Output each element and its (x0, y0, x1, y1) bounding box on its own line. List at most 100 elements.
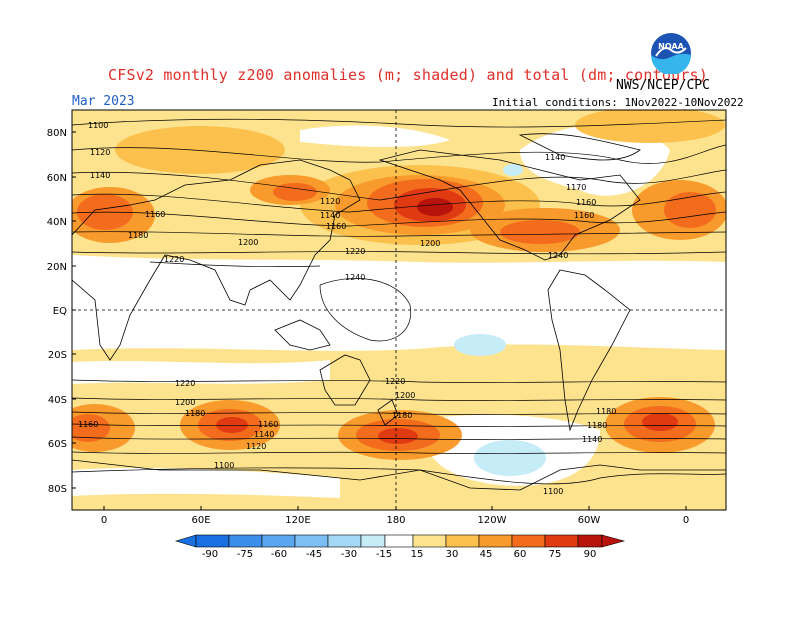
colorbar-cell (577, 534, 603, 548)
axis-ticks (72, 131, 687, 510)
contour-label: 1200 (395, 391, 415, 400)
contour-label: 1140 (90, 171, 110, 180)
positive-anomaly-asia (250, 175, 330, 205)
lat-label: 40N (47, 217, 67, 228)
contour-label: 1160 (258, 420, 278, 429)
contour-label: 1160 (576, 198, 596, 207)
colorbar-cell (445, 534, 480, 548)
contour-label: 1180 (185, 409, 205, 418)
contour-label: 1180 (392, 411, 412, 420)
colorbar-cell (511, 534, 546, 548)
contour-label: 1220 (164, 255, 184, 264)
colorbar-tick-label: -45 (306, 549, 322, 560)
positive-anomaly-north-pacific (300, 165, 540, 245)
contour-label: 1120 (246, 442, 266, 451)
positive-anomaly-south-atlantic (605, 397, 715, 453)
colorbar-cell (195, 534, 230, 548)
height-contours (72, 118, 726, 485)
contour-label: 1220 (345, 247, 365, 256)
contour-labels: 1100 1120 1140 1160 1180 1200 1220 1240 … (78, 121, 616, 496)
contour-label: 1220 (175, 379, 195, 388)
contour-label: 1100 (543, 487, 563, 496)
organization-label: NWS/NCEP/CPC (616, 78, 710, 93)
contour-label: 1180 (128, 231, 148, 240)
colorbar-cell (360, 534, 386, 548)
lon-label: 120W (478, 515, 507, 526)
positive-anomaly-south-indian (180, 400, 280, 450)
lon-label: 60E (191, 515, 210, 526)
colorbar-arrow-left (174, 534, 197, 548)
contour-label: 1180 (596, 407, 616, 416)
lat-label: 60N (47, 173, 67, 184)
contour-label: 1160 (326, 222, 346, 231)
contour-label: 1200 (175, 398, 195, 407)
initial-conditions-label: Initial conditions: 1Nov2022-10Nov2022 (492, 96, 744, 109)
positive-anomaly-arctic (115, 110, 725, 174)
colorbar-tick-label: 75 (549, 549, 562, 560)
colorbar-tick-label: -15 (376, 549, 392, 560)
contour-label: 1200 (420, 239, 440, 248)
colorbar-cell (228, 534, 263, 548)
contour-label: 1160 (145, 210, 165, 219)
lon-label: 60W (578, 515, 601, 526)
lat-label: 20S (48, 350, 67, 361)
neutral-regions (72, 125, 726, 498)
lon-label: 0 (683, 515, 689, 526)
contour-label: 1240 (548, 251, 568, 260)
contour-label: 1100 (88, 121, 108, 130)
lon-label: 180 (386, 515, 405, 526)
colorbar-tick-label: -90 (202, 549, 218, 560)
negative-anomaly-pacific (454, 334, 506, 356)
contour-label: 1140 (254, 430, 274, 439)
contour-label: 1180 (587, 421, 607, 430)
colorbar-tick-label: -60 (271, 549, 287, 560)
negative-anomaly-northpole (503, 164, 523, 176)
contour-label: 1160 (78, 420, 98, 429)
lat-label: 80N (47, 128, 67, 139)
lon-label: 0 (101, 515, 107, 526)
noaa-logo-icon: NOAA (651, 33, 691, 74)
contour-label: 1100 (214, 461, 234, 470)
colorbar-tick-label: 60 (514, 549, 527, 560)
colorbar-tick-label: 90 (584, 549, 597, 560)
contour-label: 1170 (566, 183, 586, 192)
colorbar-cell (384, 534, 414, 548)
colorbar-tick-label: 15 (411, 549, 424, 560)
positive-anomaly-south-africa (72, 404, 135, 452)
contour-label: 1140 (582, 435, 602, 444)
coastlines (72, 133, 726, 491)
colorbar-cell (478, 534, 513, 548)
colorbar-cell (261, 534, 296, 548)
colorbar-cell (294, 534, 329, 548)
contour-label: 1200 (238, 238, 258, 247)
forecast-month-label: Mar 2023 (72, 94, 135, 109)
contour-label: 1220 (385, 377, 405, 386)
contour-label: 1120 (90, 148, 110, 157)
colorbar-tick-label: -75 (237, 549, 253, 560)
contour-label: 1240 (345, 273, 365, 282)
positive-anomaly-atlantic (632, 180, 726, 240)
contour-label: 1140 (545, 153, 565, 162)
lon-label: 120E (285, 515, 310, 526)
colorbar-cell (327, 534, 362, 548)
colorbar-tick-label: 45 (480, 549, 493, 560)
negative-anomaly-southern (474, 440, 546, 476)
chart-title: CFSv2 monthly z200 anomalies (m; shaded)… (108, 66, 708, 84)
colorbar-cell (412, 534, 447, 548)
colorbar-arrow-right (601, 534, 626, 548)
svg-text:NOAA: NOAA (658, 42, 684, 51)
colorbar-tick-label: 30 (446, 549, 459, 560)
contour-label: 1120 (320, 197, 340, 206)
lat-label: 20N (47, 262, 67, 273)
lat-label: 60S (48, 439, 67, 450)
contour-label: 1140 (320, 211, 340, 220)
colorbar-cell (544, 534, 579, 548)
colorbar: -90 -75 -60 -45 -30 -15 15 30 45 60 75 9… (174, 534, 626, 560)
lat-label: 40S (48, 395, 67, 406)
positive-anomaly-south-pacific (338, 410, 462, 460)
lat-label: EQ (53, 306, 67, 317)
colorbar-tick-label: -30 (341, 549, 357, 560)
contour-label: 1160 (574, 211, 594, 220)
lat-label: 80S (48, 484, 67, 495)
